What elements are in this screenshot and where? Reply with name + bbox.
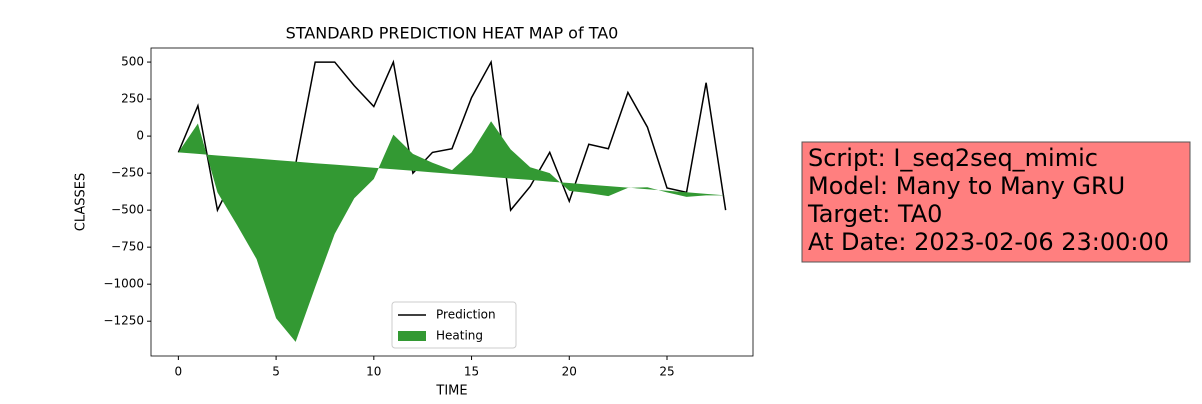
y-tick-label: −1250 — [103, 314, 144, 328]
y-tick-label: 500 — [121, 55, 144, 69]
x-tick-label: 5 — [272, 365, 280, 379]
chart-title: STANDARD PREDICTION HEAT MAP of TA0 — [286, 24, 619, 43]
x-axis-label: TIME — [435, 384, 467, 399]
annotation-line: Target: TA0 — [807, 200, 942, 228]
x-tick-label: 20 — [562, 365, 577, 379]
heating-area — [178, 121, 726, 342]
y-tick-label: −1000 — [103, 277, 144, 291]
plot-frame — [150, 47, 754, 357]
legend-label: Heating — [436, 329, 483, 343]
annotation-line: Script: I_seq2seq_mimic — [808, 144, 1098, 172]
annotation-line: Model: Many to Many GRU — [808, 172, 1125, 200]
legend-label: Prediction — [436, 308, 496, 322]
y-tick-label: 0 — [136, 129, 144, 143]
x-tick-label: 25 — [659, 365, 674, 379]
y-tick-label: −750 — [111, 240, 144, 254]
y-axis-label: CLASSES — [74, 173, 89, 231]
y-tick-label: −250 — [111, 166, 144, 180]
x-tick-label: 15 — [464, 365, 479, 379]
legend-swatch — [398, 331, 426, 341]
annotation-line: At Date: 2023-02-06 23:00:00 — [808, 228, 1169, 256]
annotation-box — [801, 141, 1191, 263]
x-tick-label: 0 — [175, 365, 183, 379]
y-tick-label: 250 — [121, 92, 144, 106]
y-tick-label: −500 — [111, 203, 144, 217]
x-tick-label: 10 — [366, 365, 381, 379]
